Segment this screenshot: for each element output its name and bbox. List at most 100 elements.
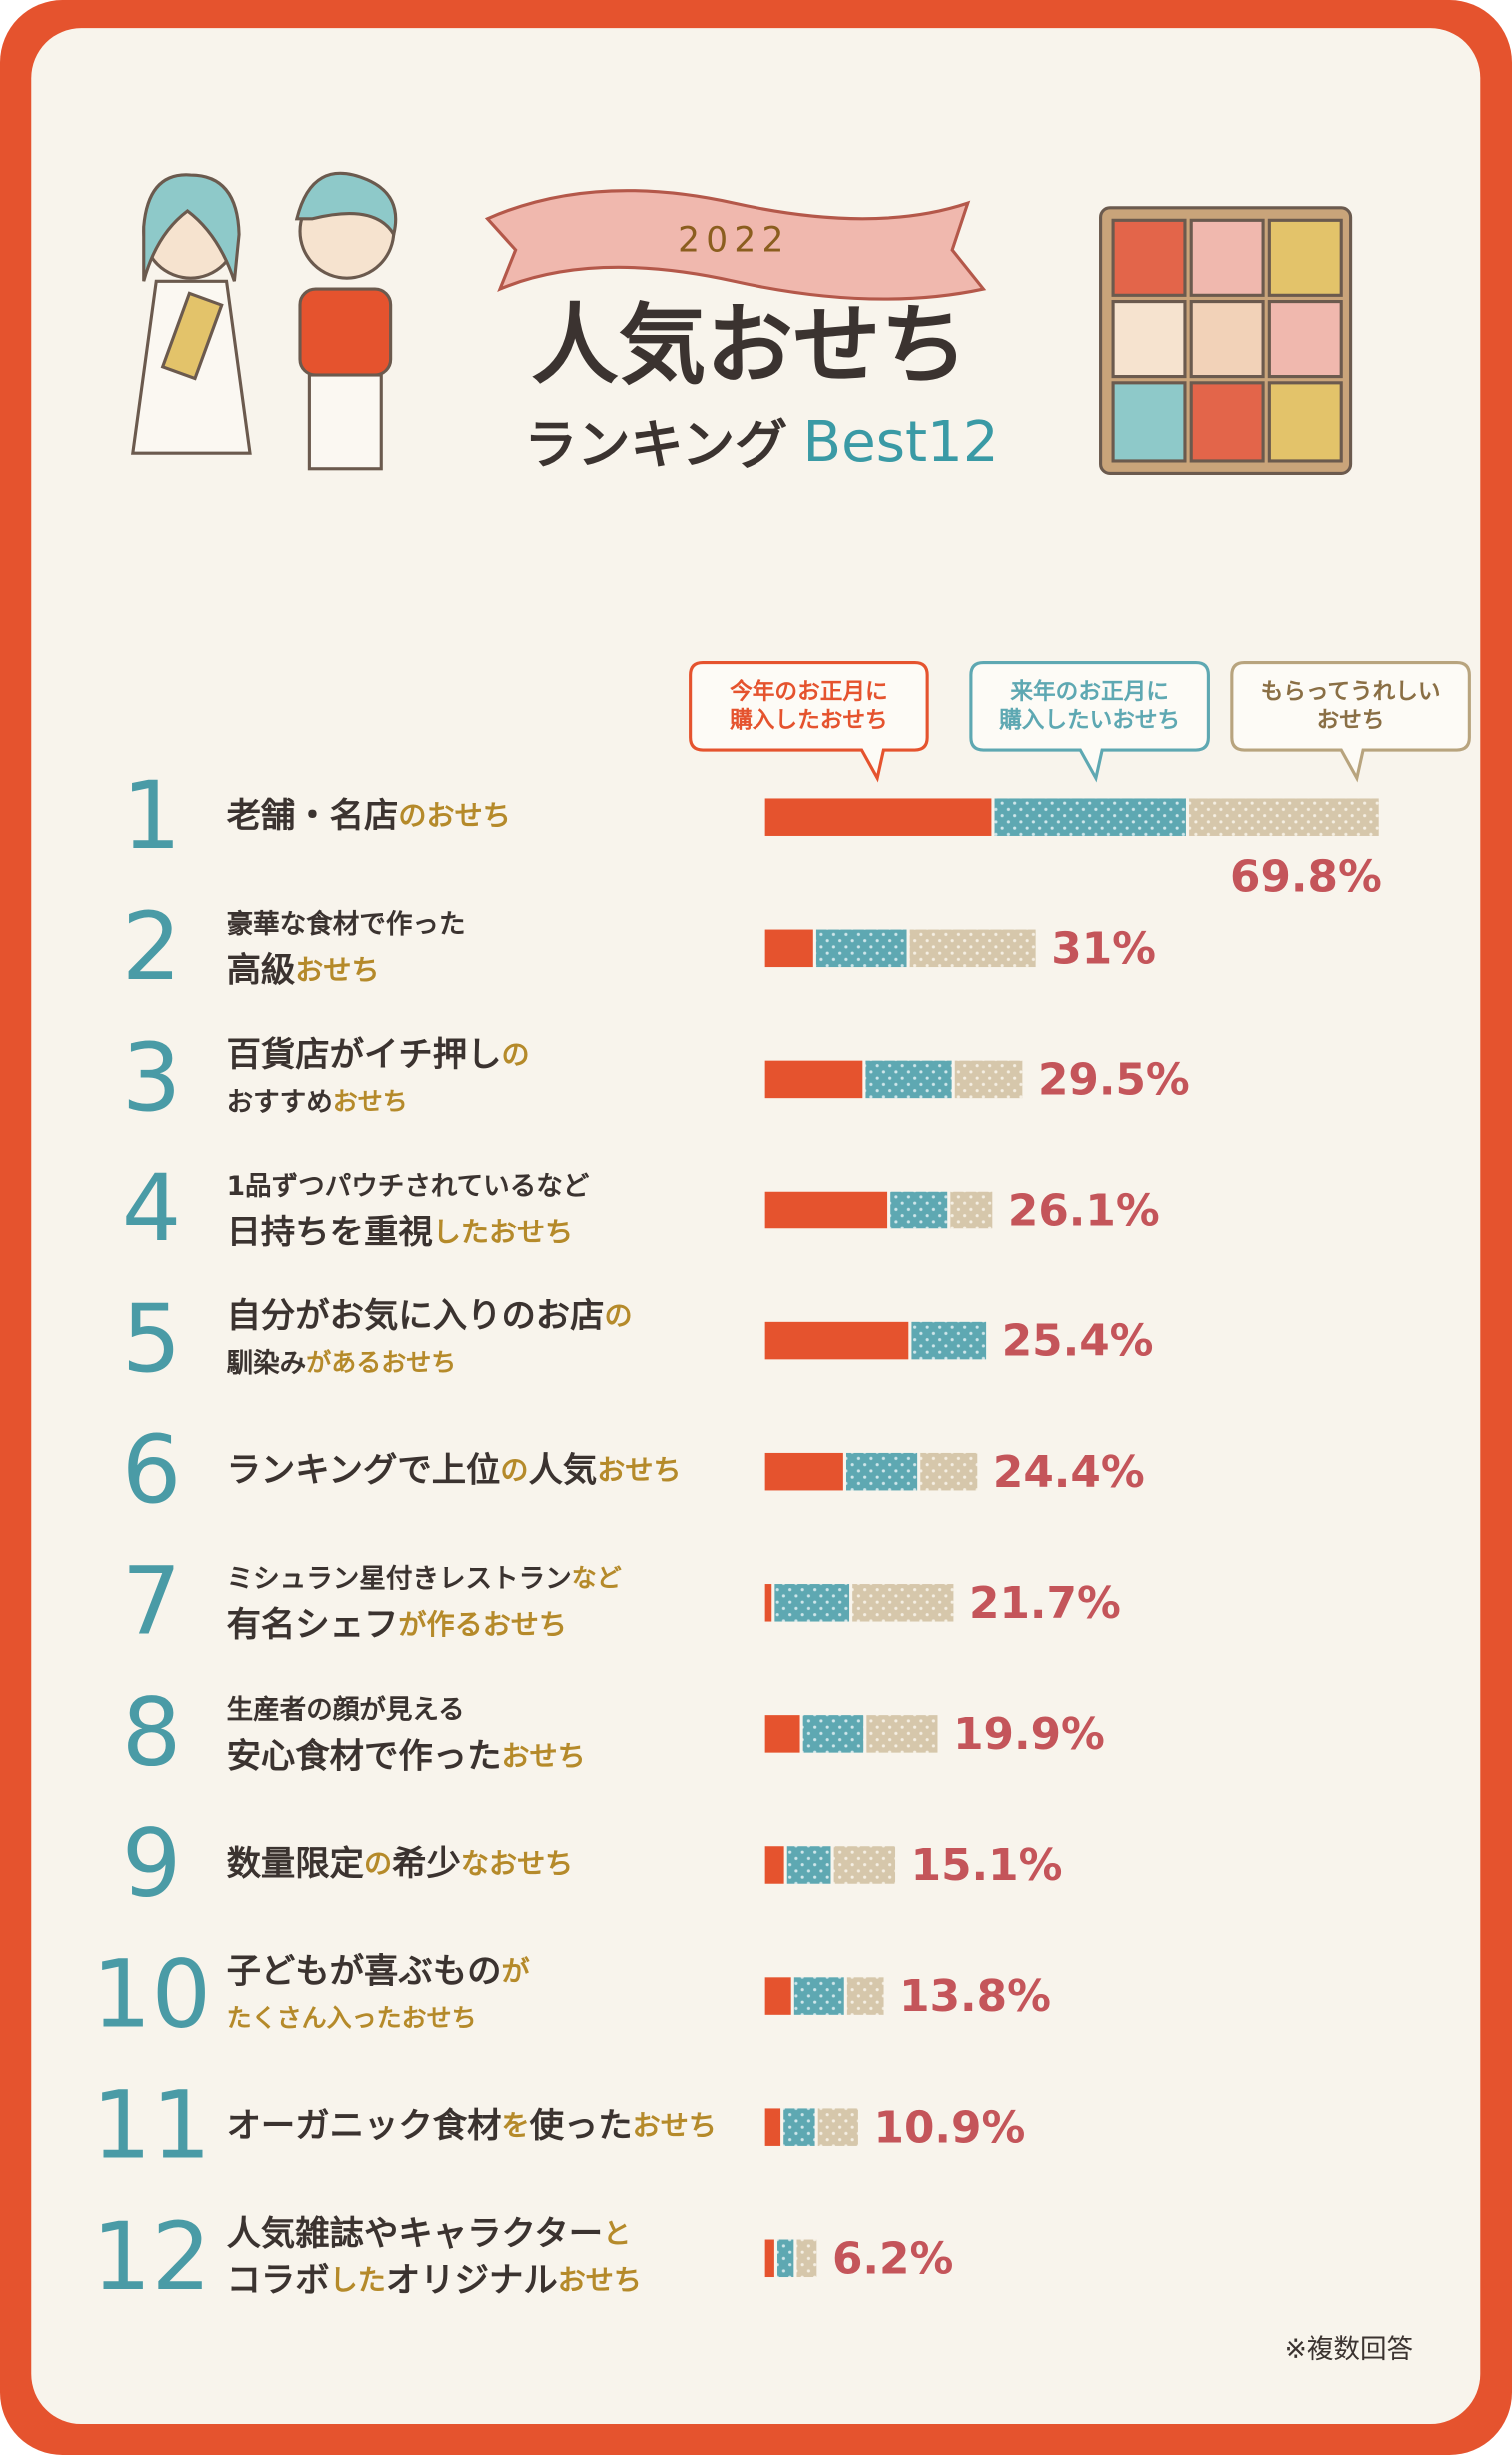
label-accent: のおせち [398, 799, 510, 832]
legend-line: 購入したおせち [730, 707, 888, 733]
bar-segment [817, 2108, 858, 2146]
bar-segment [764, 1452, 843, 1491]
label-part: ミシュラン星付きレストラン [227, 1563, 572, 1594]
label-part: おすすめ [227, 1086, 333, 1117]
note: ※複数回答 [1285, 2334, 1413, 2365]
label-part: オーガニック食材 [227, 2106, 502, 2146]
label-part: オリジナル [386, 2260, 558, 2300]
label-part: 自分がお気に入りのお店 [227, 1296, 605, 1336]
label-accent: なおせち [461, 1847, 573, 1880]
bar-segment [802, 1715, 864, 1753]
bar-segment [764, 929, 813, 968]
label-part: 人気 [529, 1450, 598, 1490]
label-part: 日持ちを重視 [227, 1212, 433, 1251]
bar-segment [764, 2108, 781, 2146]
legend-bubble [969, 660, 1210, 783]
subtitle: ランキング [524, 414, 787, 476]
category-label: おすすめおせち [227, 1086, 408, 1117]
chart-title: 人気おせち [531, 294, 968, 396]
category-label: 子どもが喜ぶものが [227, 1951, 531, 1991]
category-label: ランキングで上位の人気おせち [227, 1450, 682, 1490]
total-label: 19.9% [953, 1709, 1105, 1760]
category-label: 数量限定の希少なおせち [227, 1843, 574, 1883]
legend-line: もらってうれしい [1261, 679, 1441, 705]
label-accent: の [501, 1038, 529, 1071]
bar-segment [833, 1846, 896, 1884]
year: 2022 [678, 221, 789, 261]
category-label: オーガニック食材を使ったおせち [227, 2106, 717, 2146]
ribbon [484, 189, 987, 301]
category-label: 豪華な食材で作った [227, 908, 466, 939]
legend-line: 購入したいおせち [999, 707, 1180, 733]
label-accent: と [603, 2217, 631, 2250]
total-label: 29.5% [1038, 1055, 1190, 1106]
label-accent: の [605, 1299, 633, 1332]
rank: 7 [122, 1547, 182, 1656]
label-accent: おせち [295, 954, 379, 987]
bar-segment [764, 1977, 791, 2015]
legend-line: 今年のお正月に [730, 678, 888, 705]
rank: 10 [92, 1941, 211, 2050]
illustration-kids [131, 171, 398, 471]
bar-segment [846, 1977, 884, 2015]
label-part: ランキングで上位 [227, 1450, 501, 1490]
label-part: 使った [529, 2106, 633, 2146]
rank: 4 [122, 1155, 182, 1263]
label-accent: たくさん入ったおせち [227, 2004, 477, 2033]
label-accent: したおせち [433, 1216, 574, 1248]
category-label: 有名シェフが作るおせち [227, 1605, 567, 1645]
category-label: 馴染みがあるおせち [227, 1348, 457, 1379]
bar-segment [786, 1846, 831, 1884]
category-label: 人気雑誌やキャラクターと [227, 2213, 632, 2253]
category-label: 安心食材で作ったおせち [227, 1736, 586, 1776]
legend-line: 来年のお正月に [1010, 678, 1169, 705]
total-label: 21.7% [969, 1578, 1121, 1629]
total-label: 13.8% [899, 1971, 1051, 2022]
bar-segment [764, 1584, 772, 1622]
label-part: 有名シェフ [227, 1605, 399, 1645]
label-part: 豪華な食材で作った [227, 908, 466, 939]
illustration-osechi [1099, 206, 1353, 476]
bar-segment [774, 1584, 850, 1622]
rank: 12 [92, 2203, 211, 2312]
bar-segment [909, 929, 1036, 968]
bar-segment [764, 1321, 909, 1360]
bar-segment [954, 1060, 1023, 1099]
rank: 9 [122, 1810, 182, 1919]
category-label: 高級おせち [227, 950, 380, 990]
label-accent: が [501, 1955, 530, 1988]
label-accent: おせち [333, 1087, 408, 1116]
total-label: 15.1% [911, 1840, 1063, 1891]
total-label: 25.4% [1002, 1316, 1154, 1367]
total-label: 31% [1051, 923, 1156, 974]
bar-segment [783, 2108, 815, 2146]
rank: 5 [122, 1285, 182, 1394]
bar-segment [890, 1191, 948, 1229]
category-label: ミシュラン星付きレストランなど [227, 1563, 622, 1594]
total-label: 10.9% [874, 2102, 1026, 2153]
total-label: 6.2% [832, 2233, 953, 2284]
label-accent: おせち [597, 1454, 681, 1487]
bar-segment [1189, 798, 1379, 836]
label-part: 百貨店がイチ押し [227, 1034, 502, 1074]
rank: 1 [122, 762, 182, 871]
bar-segment [865, 1060, 952, 1099]
category-label: コラボしたオリジナルおせち [227, 2260, 642, 2300]
total-label: 24.4% [993, 1447, 1145, 1498]
label-accent: の [364, 1847, 392, 1880]
legend-bubble [1230, 660, 1471, 783]
bar-segment [950, 1191, 993, 1229]
label-accent: が作るおせち [398, 1608, 567, 1641]
category-label: 日持ちを重視したおせち [227, 1212, 574, 1251]
label-part: 生産者の顔が見える [227, 1694, 465, 1725]
legend-bubble [689, 660, 929, 783]
category-label: 生産者の顔が見える [227, 1694, 465, 1725]
bar-segment [764, 1846, 784, 1884]
legend-label: 来年のお正月に購入したいおせち [999, 678, 1180, 733]
category-label: 百貨店がイチ押しの [227, 1034, 530, 1074]
label-part: 子どもが喜ぶもの [227, 1951, 502, 1991]
label-part: 数量限定 [227, 1843, 364, 1883]
category-label: 1品ずつパウチされているなど [227, 1171, 590, 1202]
bar-segment [793, 1977, 844, 2015]
panel [31, 28, 1481, 2425]
